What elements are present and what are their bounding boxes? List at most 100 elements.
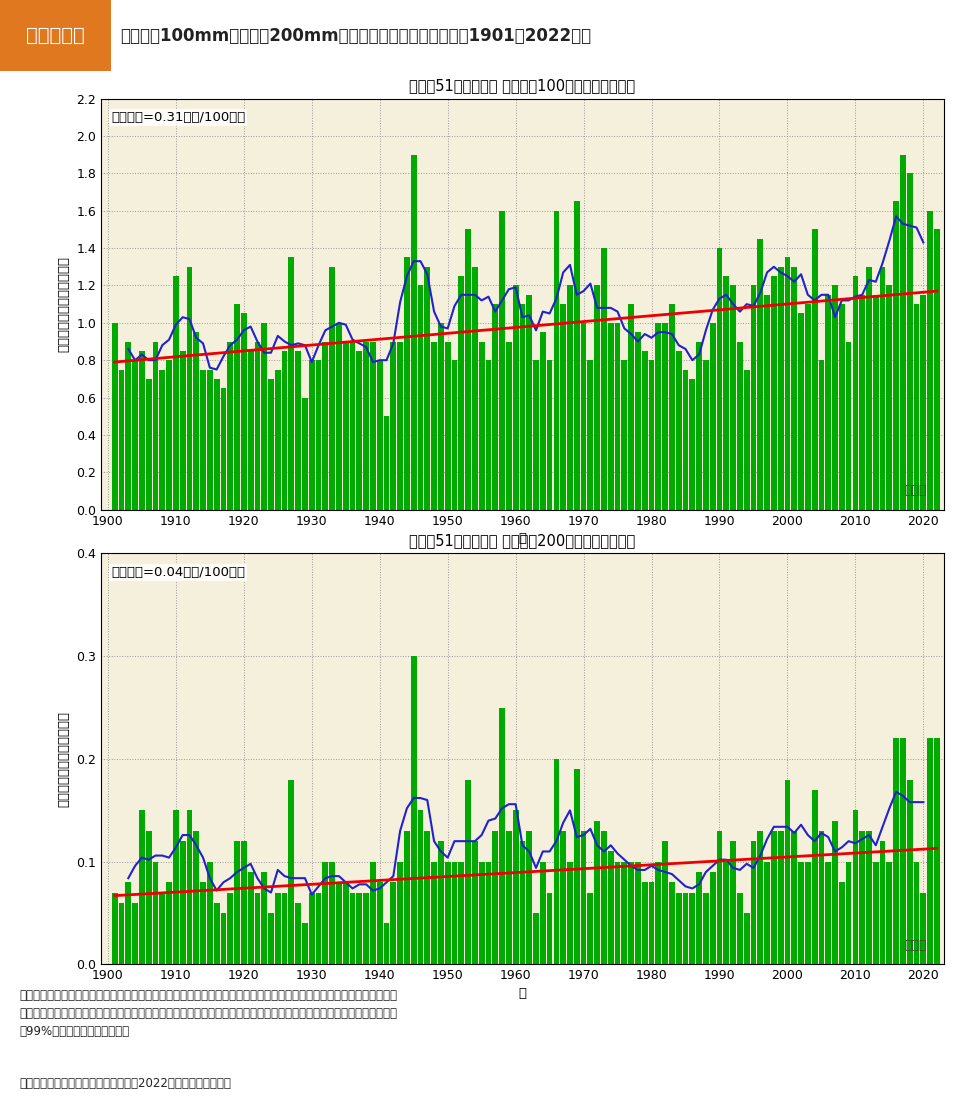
Bar bbox=[512, 285, 518, 510]
Bar bbox=[139, 810, 144, 964]
Bar bbox=[907, 779, 913, 964]
Bar bbox=[397, 861, 403, 964]
Text: 出典：気象庁「気候変動監視レポート2022」を基に内閣府作成: 出典：気象庁「気候変動監視レポート2022」を基に内閣府作成 bbox=[19, 1076, 231, 1089]
Bar bbox=[363, 892, 369, 964]
Bar bbox=[716, 831, 722, 964]
Bar bbox=[574, 769, 580, 964]
Bar bbox=[887, 285, 893, 510]
Bar bbox=[635, 332, 640, 510]
Bar bbox=[750, 842, 756, 964]
Bar bbox=[642, 882, 648, 964]
Bar bbox=[683, 369, 689, 510]
Text: 気象庁: 気象庁 bbox=[904, 939, 927, 952]
Bar bbox=[160, 892, 166, 964]
Bar bbox=[268, 913, 273, 964]
Bar bbox=[730, 285, 736, 510]
Bar bbox=[167, 882, 172, 964]
Bar bbox=[743, 913, 749, 964]
Bar bbox=[846, 861, 851, 964]
Bar bbox=[750, 285, 756, 510]
Bar bbox=[771, 831, 777, 964]
Bar bbox=[274, 892, 280, 964]
Bar bbox=[309, 361, 315, 510]
Bar bbox=[792, 831, 797, 964]
Bar bbox=[907, 173, 913, 510]
Bar bbox=[254, 342, 260, 510]
Bar bbox=[118, 903, 124, 964]
Bar bbox=[180, 351, 186, 510]
Bar bbox=[383, 923, 389, 964]
Bar bbox=[350, 342, 355, 510]
Bar bbox=[567, 285, 573, 510]
Bar bbox=[757, 831, 763, 964]
Bar bbox=[200, 369, 206, 510]
Bar bbox=[785, 779, 791, 964]
Bar bbox=[819, 361, 824, 510]
Bar bbox=[458, 276, 464, 510]
Bar bbox=[765, 295, 770, 510]
Y-axis label: １地点あたりの日数（日）: １地点あたりの日数（日） bbox=[58, 256, 70, 352]
Bar bbox=[404, 831, 410, 964]
Text: 図表２－３: 図表２－３ bbox=[25, 26, 85, 45]
Bar bbox=[268, 379, 273, 510]
Bar bbox=[160, 369, 166, 510]
Bar bbox=[234, 842, 240, 964]
Bar bbox=[771, 276, 777, 510]
Bar bbox=[540, 332, 546, 510]
Bar bbox=[621, 861, 627, 964]
Bar bbox=[887, 861, 893, 964]
Bar bbox=[560, 831, 566, 964]
Bar bbox=[778, 266, 784, 510]
Bar bbox=[520, 304, 525, 510]
Bar bbox=[628, 304, 634, 510]
Bar bbox=[894, 739, 899, 964]
Bar bbox=[614, 323, 620, 510]
Bar bbox=[152, 861, 158, 964]
Bar bbox=[492, 304, 498, 510]
Bar bbox=[872, 295, 878, 510]
Bar bbox=[390, 342, 396, 510]
Y-axis label: １地点あたりの日数（日）: １地点あたりの日数（日） bbox=[58, 711, 70, 807]
Bar bbox=[839, 304, 845, 510]
Bar bbox=[221, 913, 226, 964]
Bar bbox=[676, 892, 682, 964]
Bar bbox=[452, 361, 457, 510]
Bar bbox=[282, 892, 288, 964]
Bar bbox=[663, 842, 668, 964]
Bar bbox=[465, 779, 471, 964]
Bar bbox=[812, 790, 818, 964]
Bar bbox=[479, 861, 484, 964]
Bar bbox=[934, 229, 940, 510]
Bar bbox=[472, 266, 478, 510]
Bar bbox=[710, 323, 716, 510]
Bar bbox=[336, 882, 342, 964]
Bar bbox=[411, 657, 417, 964]
Bar bbox=[411, 155, 417, 510]
Bar bbox=[927, 210, 933, 510]
Bar bbox=[227, 342, 233, 510]
Bar bbox=[540, 861, 546, 964]
Bar bbox=[743, 369, 749, 510]
Bar bbox=[221, 388, 226, 510]
Bar bbox=[247, 351, 253, 510]
Bar bbox=[418, 285, 424, 510]
Bar bbox=[635, 861, 640, 964]
Bar bbox=[194, 831, 199, 964]
Bar bbox=[587, 892, 593, 964]
Bar bbox=[656, 861, 662, 964]
Bar bbox=[132, 903, 138, 964]
Bar bbox=[866, 831, 872, 964]
Bar bbox=[934, 739, 940, 964]
Bar bbox=[329, 861, 335, 964]
Bar bbox=[703, 361, 709, 510]
Bar bbox=[900, 155, 906, 510]
Bar bbox=[642, 351, 648, 510]
Bar bbox=[656, 323, 662, 510]
Bar bbox=[282, 351, 288, 510]
Bar bbox=[812, 229, 818, 510]
Bar bbox=[621, 361, 627, 510]
Bar bbox=[241, 313, 247, 510]
Bar bbox=[343, 342, 349, 510]
Bar bbox=[669, 882, 675, 964]
Bar bbox=[397, 342, 403, 510]
